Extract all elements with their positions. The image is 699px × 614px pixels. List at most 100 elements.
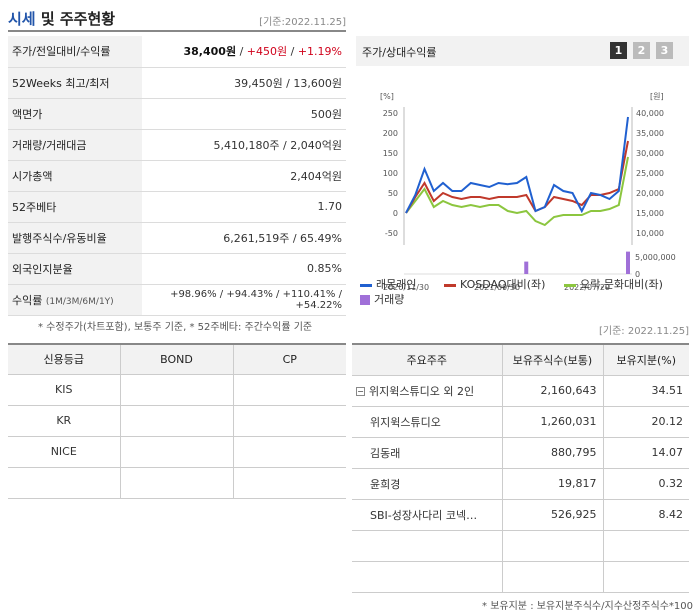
left-tick-label: 0 bbox=[393, 209, 398, 218]
chart-page-3-button[interactable]: 3 bbox=[656, 42, 673, 59]
legend-item[interactable]: KOSDAQ대비(좌) bbox=[444, 276, 545, 292]
row-value: 500원 bbox=[142, 98, 346, 130]
row-label: 시가총액 bbox=[8, 160, 142, 192]
holder-name bbox=[352, 530, 503, 562]
return-chart: [%] [원] 250 200 150 100 50 0 -50 40,000 35,000 3… bbox=[380, 92, 676, 292]
table-row: 김동래 880,795 14.07 bbox=[352, 437, 689, 469]
row-value: 6,261,519주 / 65.49% bbox=[142, 222, 346, 254]
legend-swatch bbox=[444, 283, 456, 287]
legend-item[interactable]: 오락,문화대비(좌) bbox=[564, 276, 663, 292]
holder-pct: 14.07 bbox=[603, 437, 689, 469]
right-tick-label: 35,000 bbox=[636, 129, 664, 138]
cp-cell bbox=[233, 374, 346, 406]
holder-pct: 34.51 bbox=[603, 375, 689, 407]
chart-page-1-button[interactable]: 1 bbox=[610, 42, 627, 59]
table-row: 위지윅스튜디오 1,260,031 20.12 bbox=[352, 406, 689, 438]
holder-pct: 0.32 bbox=[603, 468, 689, 500]
bond-cell bbox=[120, 467, 234, 499]
bond-cell bbox=[120, 405, 234, 437]
agency-cell: KIS bbox=[8, 374, 121, 406]
holder-pct: 8.42 bbox=[603, 499, 689, 531]
bond-cell bbox=[120, 374, 234, 406]
table-row: 발행주식수/유동비율 6,261,519주 / 65.49% bbox=[8, 222, 346, 254]
table-row: NICE bbox=[8, 436, 346, 468]
row-label: 액면가 bbox=[8, 98, 142, 130]
holder-shares: 880,795 bbox=[502, 437, 604, 469]
table-row: 거래량/거래대금 5,410,180주 / 2,040억원 bbox=[8, 129, 346, 161]
series-line bbox=[405, 156, 629, 227]
cp-cell bbox=[233, 436, 346, 468]
right-unit: [원] bbox=[650, 92, 664, 101]
price-info-table: 주가/전일대비/수익률 38,400원 / +450원 / +1.19% 52W… bbox=[8, 36, 346, 316]
volume-tick: 5,000,000 bbox=[635, 253, 676, 262]
table-row: 52주베타 1.70 bbox=[8, 191, 346, 223]
price-value: 38,400원 / +450원 / +1.19% bbox=[142, 36, 346, 68]
holder-shares: 2,160,643 bbox=[502, 375, 604, 407]
table-row bbox=[352, 530, 689, 562]
row-label: 외국인지분율 bbox=[8, 253, 142, 285]
volume-tick: 0 bbox=[635, 270, 640, 279]
row-value: 1.70 bbox=[142, 191, 346, 223]
column-header: CP bbox=[233, 344, 346, 375]
table-row bbox=[352, 561, 689, 593]
cp-cell bbox=[233, 467, 346, 499]
row-value: 39,450원 / 13,600원 bbox=[142, 67, 346, 99]
table-row bbox=[8, 467, 346, 499]
table-row: 수익률 (1M/3M/6M/1Y) +98.96% / +94.43% / +1… bbox=[8, 284, 346, 316]
left-tick-label: 150 bbox=[383, 149, 398, 158]
holder-pct: 20.12 bbox=[603, 406, 689, 438]
section-title: 시세 및 주주현황 bbox=[8, 10, 116, 28]
table-row: − 위지윅스튜디오 외 2인 2,160,643 34.51 bbox=[352, 375, 689, 407]
row-label: 52Weeks 최고/최저 bbox=[8, 67, 142, 99]
as-of-date: [기준:2022.11.25] bbox=[259, 17, 346, 28]
chart-page-2-button[interactable]: 2 bbox=[633, 42, 650, 59]
holder-name: 윤희경 bbox=[352, 468, 503, 500]
holder-name bbox=[352, 561, 503, 593]
price-footnote: * 수정주가(차트포함), 보통주 기준, * 52주베타: 주간수익률 기준 bbox=[38, 322, 313, 333]
row-label: 52주베타 bbox=[8, 191, 142, 223]
holder-name: SBI-성장사다리 코넥… bbox=[352, 499, 503, 531]
x-label: 2020/11/30 bbox=[383, 283, 429, 292]
column-header: 보유주식수(보통) bbox=[502, 344, 604, 376]
holder-name: 김동래 bbox=[352, 437, 503, 469]
right-tick-label: 15,000 bbox=[636, 209, 664, 218]
column-header: 주요주주 bbox=[352, 344, 503, 376]
volume-bar bbox=[626, 251, 630, 274]
agency-cell: KR bbox=[8, 405, 121, 437]
agency-cell: NICE bbox=[8, 436, 121, 468]
collapse-icon[interactable]: − bbox=[356, 387, 365, 396]
holder-name: − 위지윅스튜디오 외 2인 bbox=[352, 375, 503, 407]
row-value: 0.85% bbox=[142, 253, 346, 285]
table-row: SBI-성장사다리 코넥… 526,925 8.42 bbox=[352, 499, 689, 531]
right-tick-label: 20,000 bbox=[636, 189, 664, 198]
row-label: 발행주식수/유동비율 bbox=[8, 222, 142, 254]
legend-item[interactable]: 거래량 bbox=[360, 291, 404, 307]
table-header-row: 신용등급 BOND CP bbox=[8, 344, 346, 375]
row-label: 주가/전일대비/수익률 bbox=[8, 36, 142, 68]
holder-shares bbox=[502, 561, 604, 593]
left-tick-label: 250 bbox=[383, 109, 398, 118]
table-row: 주가/전일대비/수익률 38,400원 / +450원 / +1.19% bbox=[8, 36, 346, 68]
x-label: 2022/07/29 bbox=[564, 283, 610, 292]
row-label: 수익률 (1M/3M/6M/1Y) bbox=[8, 284, 142, 316]
holder-pct bbox=[603, 561, 689, 593]
x-label: 2021/09/30 bbox=[474, 283, 520, 292]
column-header: BOND bbox=[120, 344, 234, 375]
credit-rating-table: 신용등급 BOND CP KIS KR NICE bbox=[8, 343, 346, 499]
left-tick-label: -50 bbox=[385, 229, 398, 238]
chart-header: 주가/상대수익률 1 2 3 bbox=[356, 36, 689, 66]
legend-item[interactable]: 래몽래인 bbox=[360, 276, 416, 292]
column-header: 신용등급 bbox=[8, 344, 121, 375]
right-tick-label: 40,000 bbox=[636, 109, 664, 118]
holder-shares: 19,817 bbox=[502, 468, 604, 500]
holders-as-of-date: [기준: 2022.11.25] bbox=[598, 326, 689, 337]
row-label: 거래량/거래대금 bbox=[8, 129, 142, 161]
cp-cell bbox=[233, 405, 346, 437]
table-row: 액면가 500원 bbox=[8, 98, 346, 130]
legend-swatch bbox=[564, 283, 576, 287]
section-header: 시세 및 주주현황 [기준:2022.11.25] bbox=[8, 6, 346, 32]
series-line bbox=[405, 140, 629, 214]
legend-swatch bbox=[360, 283, 372, 287]
left-tick-label: 50 bbox=[388, 189, 398, 198]
table-row: 시가총액 2,404억원 bbox=[8, 160, 346, 192]
